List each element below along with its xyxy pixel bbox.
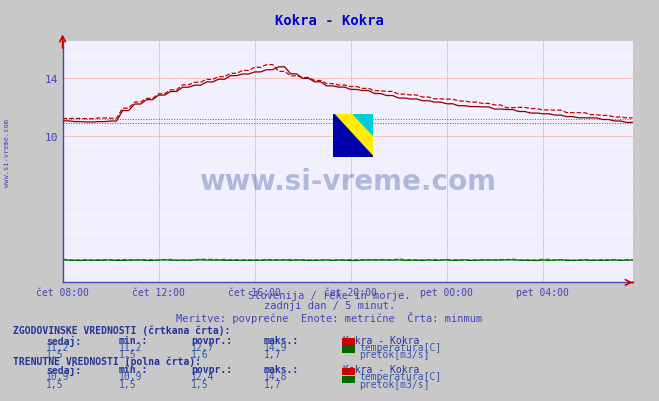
Text: 1,6: 1,6 bbox=[191, 349, 209, 359]
Text: sedaj:: sedaj: bbox=[46, 364, 81, 375]
Text: 11,2: 11,2 bbox=[46, 342, 70, 352]
Text: min.:: min.: bbox=[119, 364, 148, 374]
Text: povpr.:: povpr.: bbox=[191, 364, 232, 374]
Polygon shape bbox=[333, 114, 373, 158]
Polygon shape bbox=[333, 114, 373, 158]
Text: ZGODOVINSKE VREDNOSTI (črtkana črta):: ZGODOVINSKE VREDNOSTI (črtkana črta): bbox=[13, 325, 231, 335]
Text: pretok[m3/s]: pretok[m3/s] bbox=[359, 379, 430, 389]
Text: 11,2: 11,2 bbox=[119, 342, 142, 352]
Text: min.:: min.: bbox=[119, 335, 148, 345]
Text: Kokra - Kokra: Kokra - Kokra bbox=[343, 364, 419, 374]
Text: 1,5: 1,5 bbox=[119, 349, 136, 359]
Text: zadnji dan / 5 minut.: zadnji dan / 5 minut. bbox=[264, 301, 395, 311]
Text: 1,5: 1,5 bbox=[46, 379, 64, 389]
Text: www.si-vreme.com: www.si-vreme.com bbox=[3, 118, 10, 186]
Text: Slovenija / reke in morje.: Slovenija / reke in morje. bbox=[248, 291, 411, 301]
Text: pretok[m3/s]: pretok[m3/s] bbox=[359, 349, 430, 359]
Text: temperatura[C]: temperatura[C] bbox=[359, 342, 442, 352]
Polygon shape bbox=[353, 114, 373, 136]
Text: 14,9: 14,9 bbox=[264, 342, 287, 352]
Text: povpr.:: povpr.: bbox=[191, 335, 232, 345]
Text: 1,5: 1,5 bbox=[46, 349, 64, 359]
Text: www.si-vreme.com: www.si-vreme.com bbox=[199, 168, 496, 196]
Text: Meritve: povprečne  Enote: metrične  Črta: minmum: Meritve: povprečne Enote: metrične Črta:… bbox=[177, 311, 482, 323]
Text: 1,5: 1,5 bbox=[191, 379, 209, 389]
Text: 12,4: 12,4 bbox=[191, 371, 215, 381]
Text: Kokra - Kokra: Kokra - Kokra bbox=[343, 335, 419, 345]
Text: 10,9: 10,9 bbox=[119, 371, 142, 381]
Text: TRENUTNE VREDNOSTI (polna črta):: TRENUTNE VREDNOSTI (polna črta): bbox=[13, 356, 201, 367]
Text: 12,7: 12,7 bbox=[191, 342, 215, 352]
Text: 10,9: 10,9 bbox=[46, 371, 70, 381]
Text: sedaj:: sedaj: bbox=[46, 335, 81, 346]
Text: 1,7: 1,7 bbox=[264, 349, 281, 359]
Text: temperatura[C]: temperatura[C] bbox=[359, 371, 442, 381]
Text: 1,7: 1,7 bbox=[264, 379, 281, 389]
Text: maks.:: maks.: bbox=[264, 335, 299, 345]
Text: 1,5: 1,5 bbox=[119, 379, 136, 389]
Text: 14,8: 14,8 bbox=[264, 371, 287, 381]
Text: Kokra - Kokra: Kokra - Kokra bbox=[275, 14, 384, 28]
Text: maks.:: maks.: bbox=[264, 364, 299, 374]
